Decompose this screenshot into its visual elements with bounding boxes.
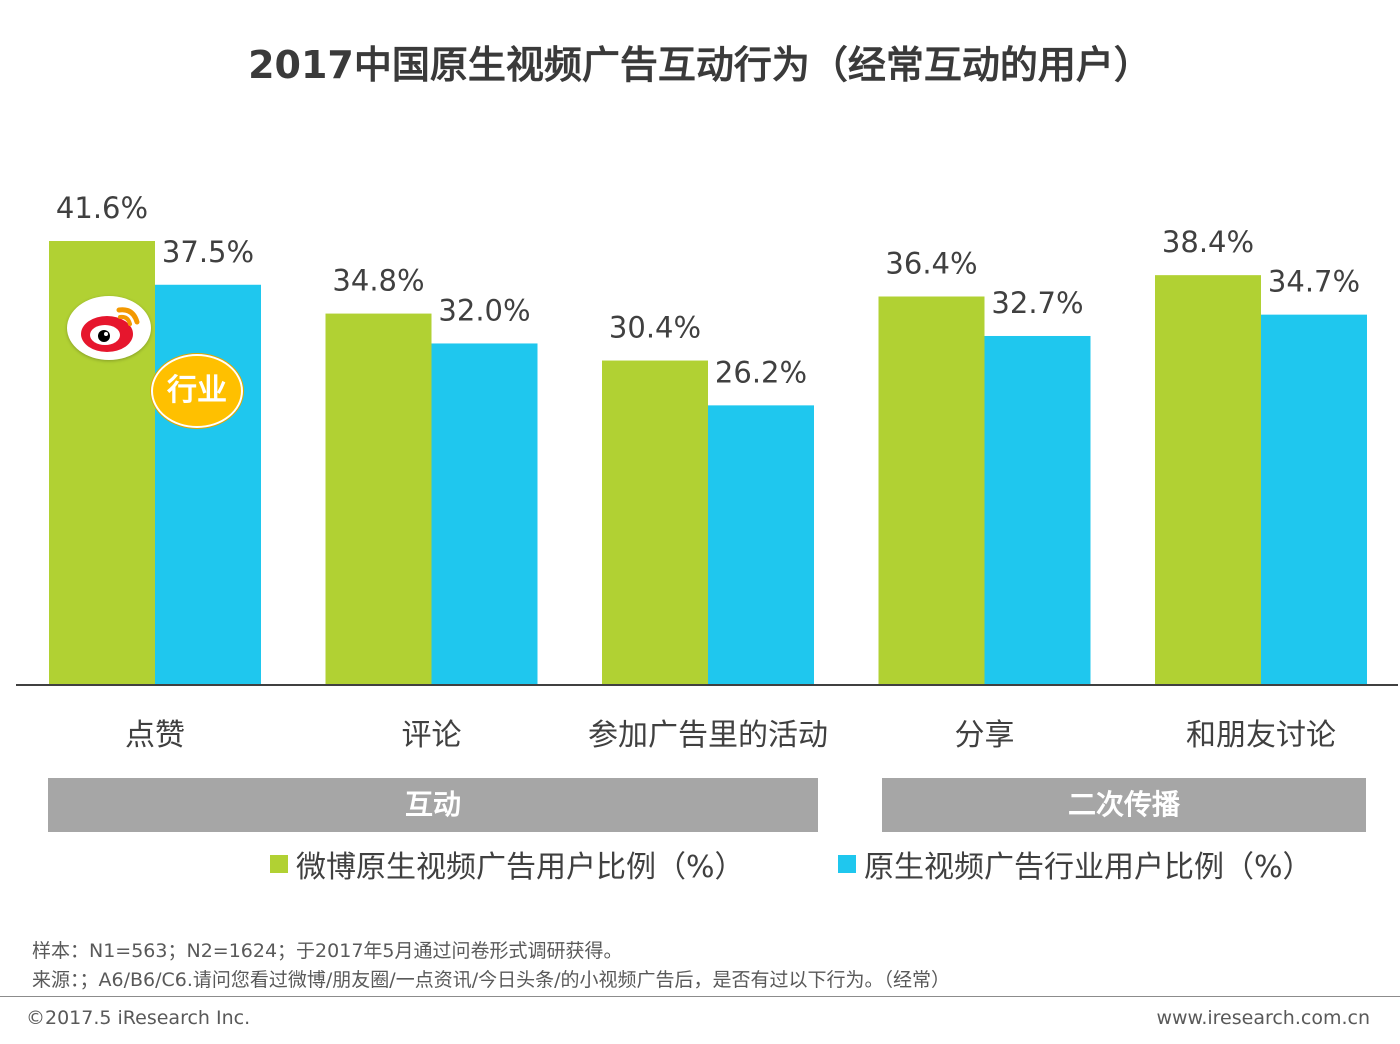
bar-industry-3 xyxy=(984,335,1091,685)
value-label-weibo-0: 41.6% xyxy=(56,191,148,225)
legend-item-industry: 原生视频广告行业用户比例（%） xyxy=(838,842,1313,886)
category-label-0: 点赞 xyxy=(125,718,185,753)
value-label-industry-2: 26.2% xyxy=(715,355,807,389)
value-label-weibo-4: 38.4% xyxy=(1162,225,1254,259)
legend-swatch-weibo xyxy=(270,855,288,873)
value-label-weibo-1: 34.8% xyxy=(332,264,424,298)
website-link[interactable]: www.iresearch.com.cn xyxy=(1156,1007,1370,1029)
bar-industry-0 xyxy=(155,284,261,685)
copyright-text: ©2017.5 iResearch Inc. xyxy=(26,1007,251,1029)
value-label-industry-4: 34.7% xyxy=(1268,265,1360,299)
weibo-logo-icon xyxy=(67,296,151,360)
legend-label-industry: 原生视频广告行业用户比例（%） xyxy=(864,850,1313,885)
legend-item-weibo: 微博原生视频广告用户比例（%） xyxy=(270,842,745,886)
bar-weibo-1 xyxy=(325,313,432,685)
value-label-weibo-2: 30.4% xyxy=(609,311,701,345)
industry-badge: 行业 xyxy=(151,354,243,428)
value-label-industry-1: 32.0% xyxy=(438,293,530,327)
bar-industry-1 xyxy=(431,343,538,685)
bar-industry-2 xyxy=(708,405,814,685)
category-label-3: 分享 xyxy=(955,718,1015,753)
bar-weibo-3 xyxy=(878,296,985,685)
footer-divider xyxy=(0,996,1400,997)
footnote-source: 来源：；A6/B6/C6.请问您看过微博/朋友圈/一点资讯/今日头条/的小视频广… xyxy=(32,969,951,991)
legend-swatch-industry xyxy=(838,855,856,873)
value-label-industry-0: 37.5% xyxy=(162,235,254,269)
legend-label-weibo: 微博原生视频广告用户比例（%） xyxy=(296,850,745,885)
bar-weibo-4 xyxy=(1155,275,1261,685)
footnote-sample: 样本：N1=563；N2=1624；于2017年5月通过问卷形式调研获得。 xyxy=(32,940,623,962)
bar-industry-4 xyxy=(1261,314,1367,685)
category-label-1: 评论 xyxy=(402,718,462,753)
category-label-4: 和朋友讨论 xyxy=(1186,718,1336,753)
value-label-weibo-3: 36.4% xyxy=(885,247,977,281)
category-label-2: 参加广告里的活动 xyxy=(588,718,828,753)
bar-weibo-2 xyxy=(602,360,708,685)
value-label-industry-3: 32.7% xyxy=(991,286,1083,320)
group-bar-secondary-spread: 二次传播 xyxy=(882,778,1366,832)
chart-title: 2017中国原生视频广告互动行为（经常互动的用户） xyxy=(248,43,1152,87)
group-bar-interaction: 互动 xyxy=(48,778,818,832)
